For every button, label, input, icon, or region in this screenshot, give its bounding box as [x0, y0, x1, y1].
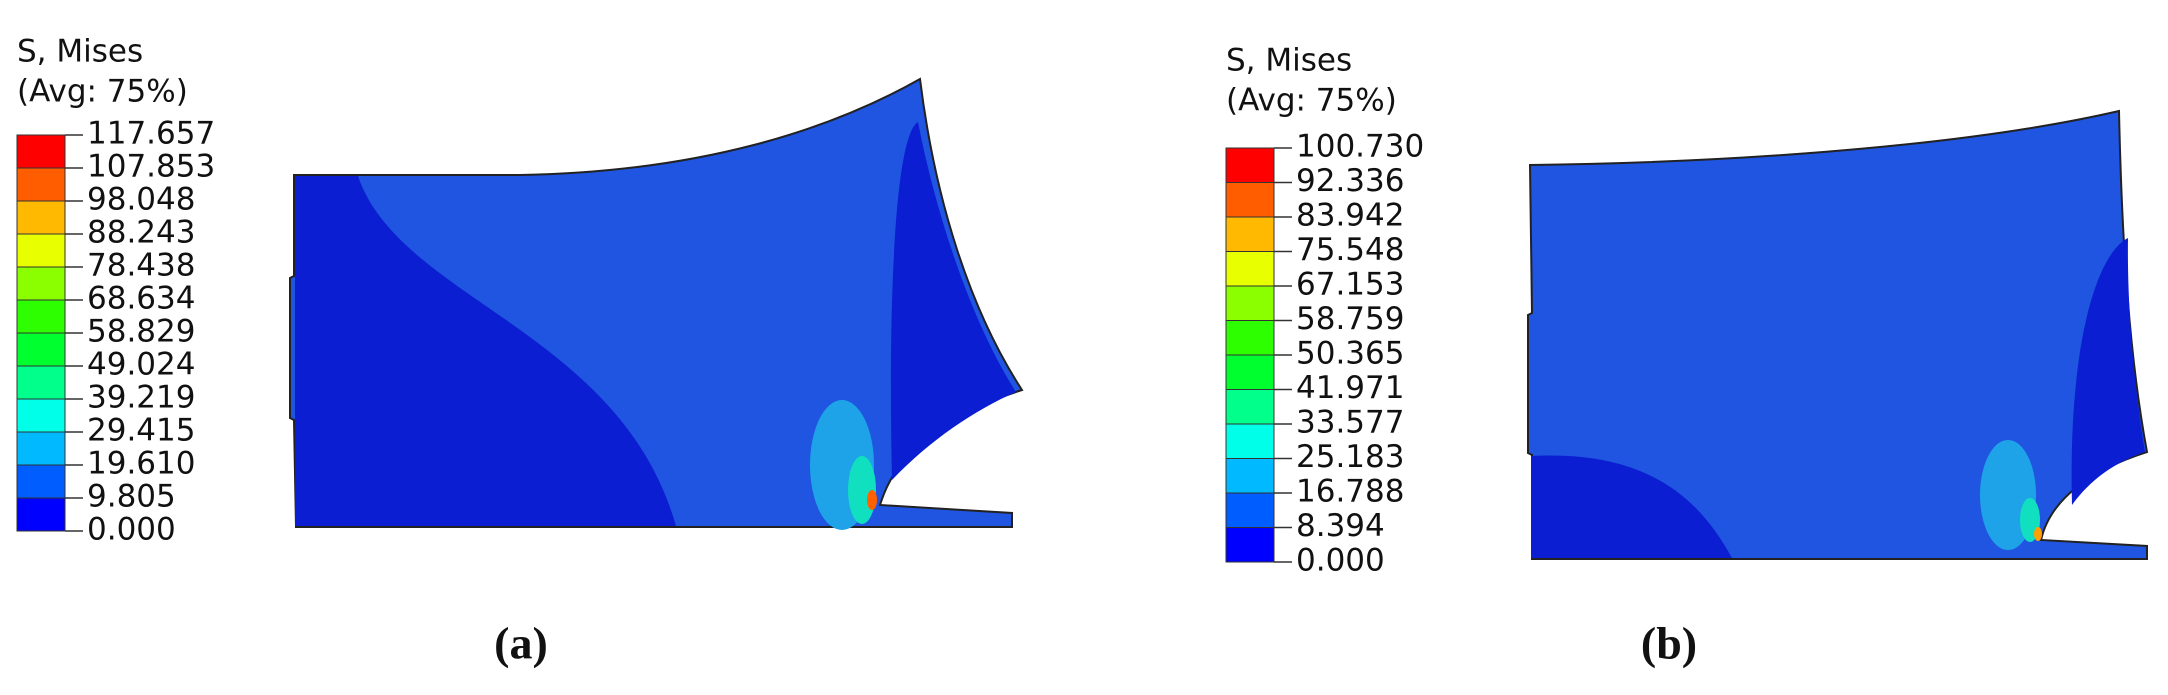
legend-swatch: [16, 497, 66, 532]
contour-peak: [2034, 527, 2042, 541]
legend-swatch: [16, 266, 66, 301]
legend-label: 117.657: [87, 116, 215, 152]
legend-title: (Avg: 75%): [1226, 83, 1397, 119]
contour-low: [295, 176, 676, 526]
legend-label: 25.183: [1296, 439, 1404, 475]
legend-label: 0.000: [1296, 543, 1385, 579]
legend-label: 92.336: [1296, 163, 1404, 199]
legend-label: 33.577: [1296, 405, 1404, 441]
legend-swatch: [1225, 251, 1275, 287]
legend-swatch: [1225, 389, 1275, 425]
legend-label: 78.438: [87, 248, 195, 284]
legend-swatch: [16, 167, 66, 202]
legend-swatch: [1225, 527, 1275, 563]
legend-swatch: [16, 365, 66, 400]
legend-label: 58.829: [87, 314, 195, 350]
caption: (a): [494, 618, 548, 669]
legend-swatch: [16, 299, 66, 334]
legend-label: 39.219: [87, 380, 195, 416]
legend-label: 0.000: [87, 512, 176, 548]
legend-label: 8.394: [1296, 508, 1385, 544]
legend-swatch: [1225, 147, 1275, 183]
legend-swatch: [16, 398, 66, 433]
legend-swatch: [1225, 216, 1275, 252]
contour-peak: [867, 490, 877, 510]
legend-title: S, Mises: [1226, 43, 1352, 79]
legend-swatch: [16, 233, 66, 268]
legend-label: 100.730: [1296, 129, 1424, 165]
legend-label: 29.415: [87, 413, 195, 449]
legend-swatch: [1225, 182, 1275, 218]
legend-swatch: [1225, 285, 1275, 321]
legend-swatch: [1225, 492, 1275, 528]
legend-swatch: [16, 200, 66, 235]
legend-title: S, Mises: [17, 34, 143, 70]
contour-high: [848, 456, 876, 524]
legend-swatch: [16, 431, 66, 466]
legend-label: 107.853: [87, 149, 215, 185]
legend-title: (Avg: 75%): [17, 74, 188, 110]
legend-swatch: [1225, 458, 1275, 494]
legend-swatch: [1225, 423, 1275, 459]
legend-swatch: [16, 134, 66, 169]
legend-swatch: [16, 464, 66, 499]
legend-label: 88.243: [87, 215, 195, 251]
legend-label: 41.971: [1296, 370, 1404, 406]
contour-low: [890, 122, 1016, 480]
legend-swatch: [1225, 320, 1275, 356]
legend-label: 68.634: [87, 281, 195, 317]
legend-label: 9.805: [87, 479, 176, 515]
model-a: [289, 77, 1024, 530]
legend-swatch: [16, 332, 66, 367]
legend-label: 67.153: [1296, 267, 1404, 303]
legend-label: 50.365: [1296, 336, 1404, 372]
legend-swatch: [1225, 354, 1275, 390]
contour-low: [2071, 238, 2145, 505]
contour-low: [1531, 455, 1732, 558]
legend-label: 58.759: [1296, 301, 1404, 337]
legend-label: 19.610: [87, 446, 195, 482]
legend-label: 98.048: [87, 182, 195, 218]
legend-label: 49.024: [87, 347, 195, 383]
legend-label: 16.788: [1296, 474, 1404, 510]
model-b: [1527, 109, 2149, 560]
legend-label: 75.548: [1296, 232, 1404, 268]
caption: (b): [1641, 618, 1697, 669]
legend-label: 83.942: [1296, 198, 1404, 234]
